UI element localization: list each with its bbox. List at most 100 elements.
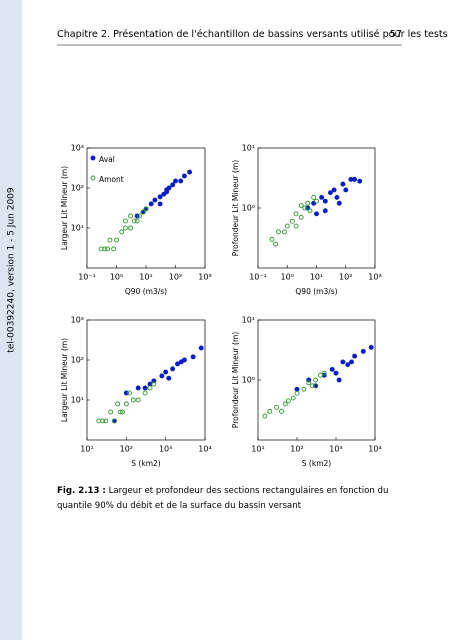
x-tick-label: 10³ xyxy=(368,273,381,282)
data-point xyxy=(140,209,146,215)
side-note: tel-00392240, version 1 - 5 Jun 2009 xyxy=(7,187,17,353)
data-point xyxy=(306,380,312,386)
data-point xyxy=(331,187,337,193)
data-point xyxy=(120,409,125,415)
data-point xyxy=(274,404,280,410)
data-point xyxy=(273,241,279,247)
data-point xyxy=(187,169,193,175)
data-point xyxy=(352,176,358,182)
data-point xyxy=(103,418,109,424)
data-point xyxy=(170,182,176,188)
data-point xyxy=(112,418,117,424)
y-axis-label: Profondeur Lit Mineur (m) xyxy=(231,160,240,256)
data-point xyxy=(336,377,342,383)
data-point xyxy=(262,413,268,419)
data-point xyxy=(322,208,328,214)
data-point xyxy=(163,369,169,375)
legend-marker xyxy=(90,155,96,161)
data-point xyxy=(328,190,333,196)
data-point xyxy=(135,397,141,403)
data-point xyxy=(166,375,172,381)
y-tick-label: 10² xyxy=(71,356,84,365)
data-point xyxy=(128,225,134,231)
data-point xyxy=(190,354,196,360)
x-tick-label: 10⁴ xyxy=(198,445,211,454)
data-point xyxy=(319,194,325,200)
data-point xyxy=(294,386,300,392)
page-number: 57 xyxy=(390,29,402,40)
x-tick-label: 10⁰ xyxy=(281,273,294,282)
x-tick-label: 10⁰ xyxy=(110,273,123,282)
y-tick-label: 10¹ xyxy=(242,144,255,153)
data-point xyxy=(105,246,111,252)
data-point xyxy=(130,397,136,403)
plot-frame xyxy=(257,319,376,441)
x-tick-label: 10² xyxy=(339,273,352,282)
data-point xyxy=(100,418,106,424)
data-point xyxy=(164,187,170,193)
x-tick-label: 10² xyxy=(290,445,303,454)
data-point xyxy=(111,246,117,252)
y-tick-label: 10¹ xyxy=(71,224,84,233)
data-point xyxy=(173,178,178,184)
x-axis-label: Q90 (m3/s) xyxy=(295,287,337,296)
plot-frame xyxy=(257,147,376,269)
data-point xyxy=(157,194,163,200)
data-point xyxy=(131,218,137,224)
data-point xyxy=(175,361,180,367)
data-point xyxy=(159,373,165,379)
x-tick-label: 10¹ xyxy=(139,273,152,282)
data-point xyxy=(333,370,339,376)
data-point xyxy=(122,225,128,231)
data-point xyxy=(147,385,153,391)
header-title: Chapitre 2. Présentation de l'échantillo… xyxy=(57,28,448,40)
data-point xyxy=(148,201,154,207)
data-point xyxy=(170,366,176,372)
x-tick-label: 10³ xyxy=(198,273,211,282)
data-point xyxy=(368,344,374,350)
caption-text: Largeur et profondeur des sections recta… xyxy=(57,486,389,511)
data-point xyxy=(119,229,125,235)
data-point xyxy=(126,390,132,396)
data-point xyxy=(329,366,335,372)
data-point xyxy=(305,200,311,206)
data-point xyxy=(352,353,358,359)
data-point xyxy=(310,383,315,389)
x-axis-label: S (km2) xyxy=(131,459,160,468)
x-tick-label: 10⁻¹ xyxy=(78,273,96,282)
data-point xyxy=(123,401,129,407)
data-point xyxy=(343,187,349,193)
data-point xyxy=(321,370,327,376)
data-point xyxy=(114,237,119,243)
x-axis-label: Q90 (m3/s) xyxy=(125,287,167,296)
data-point xyxy=(281,229,287,235)
data-point xyxy=(290,395,296,401)
x-tick-label: 10² xyxy=(169,273,182,282)
data-point xyxy=(293,211,299,217)
y-axis-label: Profondeur Lit Mineur (m) xyxy=(231,332,240,428)
data-point xyxy=(285,398,291,404)
data-point xyxy=(135,385,141,391)
data-point xyxy=(307,208,313,214)
data-point xyxy=(340,359,346,365)
data-point xyxy=(107,237,113,243)
y-tick-label: 10³ xyxy=(71,144,84,153)
data-point xyxy=(322,198,328,204)
x-tick-label: 10² xyxy=(120,445,133,454)
data-point xyxy=(115,401,121,407)
x-tick-label: 10³ xyxy=(329,445,342,454)
x-axis-label: S (km2) xyxy=(302,459,331,468)
x-tick-label: 10¹ xyxy=(80,445,93,454)
data-point xyxy=(122,218,128,224)
y-tick-label: 10⁰ xyxy=(242,376,255,385)
data-point xyxy=(301,386,307,392)
data-point xyxy=(117,409,123,415)
data-point xyxy=(198,345,204,351)
y-tick-label: 10¹ xyxy=(242,316,255,325)
data-point xyxy=(269,236,275,242)
data-point xyxy=(137,213,142,219)
data-point xyxy=(284,223,290,229)
caption: Fig. 2.13 : Largeur et profondeur des se… xyxy=(57,484,403,514)
